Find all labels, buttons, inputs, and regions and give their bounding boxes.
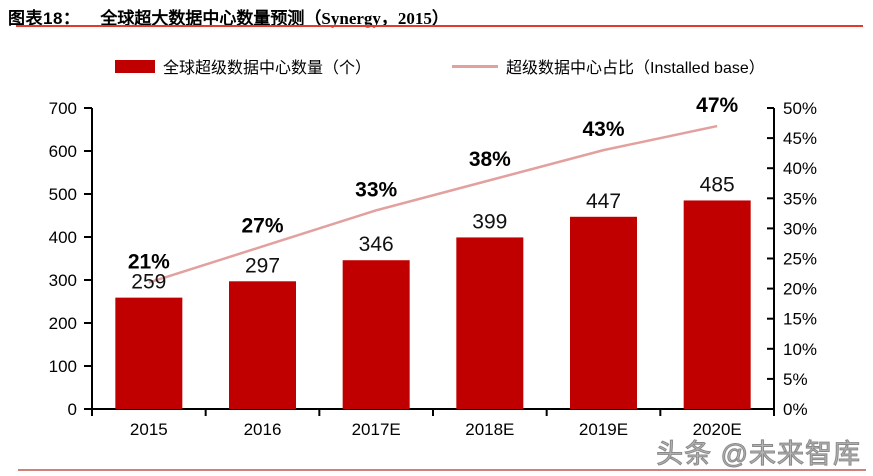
x-axis-category-label: 2017E	[352, 420, 401, 439]
right-axis-tick-label: 30%	[783, 219, 817, 238]
pct-label: 38%	[469, 148, 511, 171]
legend-item-bars: 全球超级数据中心数量（个）	[115, 54, 371, 78]
figure-title: 图表18： 全球超大数据中心数量预测（Synergy，2015）	[8, 4, 449, 29]
left-axis-tick-label: 100	[49, 357, 77, 376]
pct-label: 43%	[582, 118, 624, 141]
left-axis-tick-label: 200	[49, 314, 77, 333]
right-axis-tick-label: 10%	[783, 340, 817, 359]
left-axis-tick-label: 500	[49, 185, 77, 204]
figure-title-text: 全球超大数据中心数量预测（Synergy，2015）	[100, 9, 449, 28]
bar-value-label: 297	[245, 254, 280, 277]
x-axis-category-label: 2015	[130, 420, 168, 439]
watermark: 头条 @未来智库	[656, 439, 861, 470]
left-axis-tick-label: 300	[49, 271, 77, 290]
x-axis-category-label: 2016	[244, 420, 282, 439]
bar-2015	[115, 297, 183, 409]
legend-label-line: 超级数据中心占比（Installed base）	[506, 60, 765, 77]
x-axis-category-label: 2019E	[579, 420, 628, 439]
pct-label: 33%	[355, 178, 397, 201]
pct-label: 27%	[241, 214, 283, 237]
legend-label-bars: 全球超级数据中心数量（个）	[163, 60, 372, 77]
right-axis-tick-label: 5%	[783, 370, 808, 389]
legend-item-line: 超级数据中心占比（Installed base）	[452, 54, 765, 78]
bar-value-label: 346	[359, 233, 394, 256]
right-axis-tick-label: 45%	[783, 129, 817, 148]
left-axis-tick-label: 700	[49, 99, 77, 118]
bar-value-label: 485	[700, 173, 735, 196]
figure-label: 图表18：	[8, 9, 81, 28]
left-axis-tick-label: 0	[68, 400, 77, 419]
ratio-line	[148, 124, 718, 284]
bar-2016	[229, 281, 296, 409]
pct-label: 21%	[128, 251, 170, 274]
line-series-swatch-icon	[452, 64, 498, 68]
right-axis-tick-label: 25%	[783, 250, 817, 269]
bar-2019E	[570, 216, 637, 409]
right-axis-tick-label: 40%	[783, 159, 817, 178]
bar-value-label: 447	[586, 190, 621, 213]
x-axis-category-label: 2020E	[693, 420, 742, 439]
bar-value-label: 259	[131, 271, 166, 294]
right-axis-tick-label: 35%	[783, 189, 817, 208]
right-axis-tick-label: 15%	[783, 310, 817, 329]
bar-2020E	[683, 200, 751, 409]
bar-series-swatch-icon	[115, 59, 155, 73]
bar-2017E	[342, 260, 410, 409]
x-axis-category-label: 2018E	[465, 420, 514, 439]
pct-label: 47%	[696, 94, 738, 117]
bar-2018E	[456, 237, 524, 409]
title-underline	[16, 25, 863, 27]
left-axis-tick-label: 400	[49, 228, 77, 247]
bottom-rule	[18, 469, 866, 471]
bar-value-label: 399	[472, 210, 507, 233]
right-axis-tick-label: 0%	[783, 400, 808, 419]
right-axis-tick-label: 20%	[783, 280, 817, 299]
right-axis-tick-label: 50%	[783, 99, 817, 118]
left-axis-tick-label: 600	[49, 142, 77, 161]
